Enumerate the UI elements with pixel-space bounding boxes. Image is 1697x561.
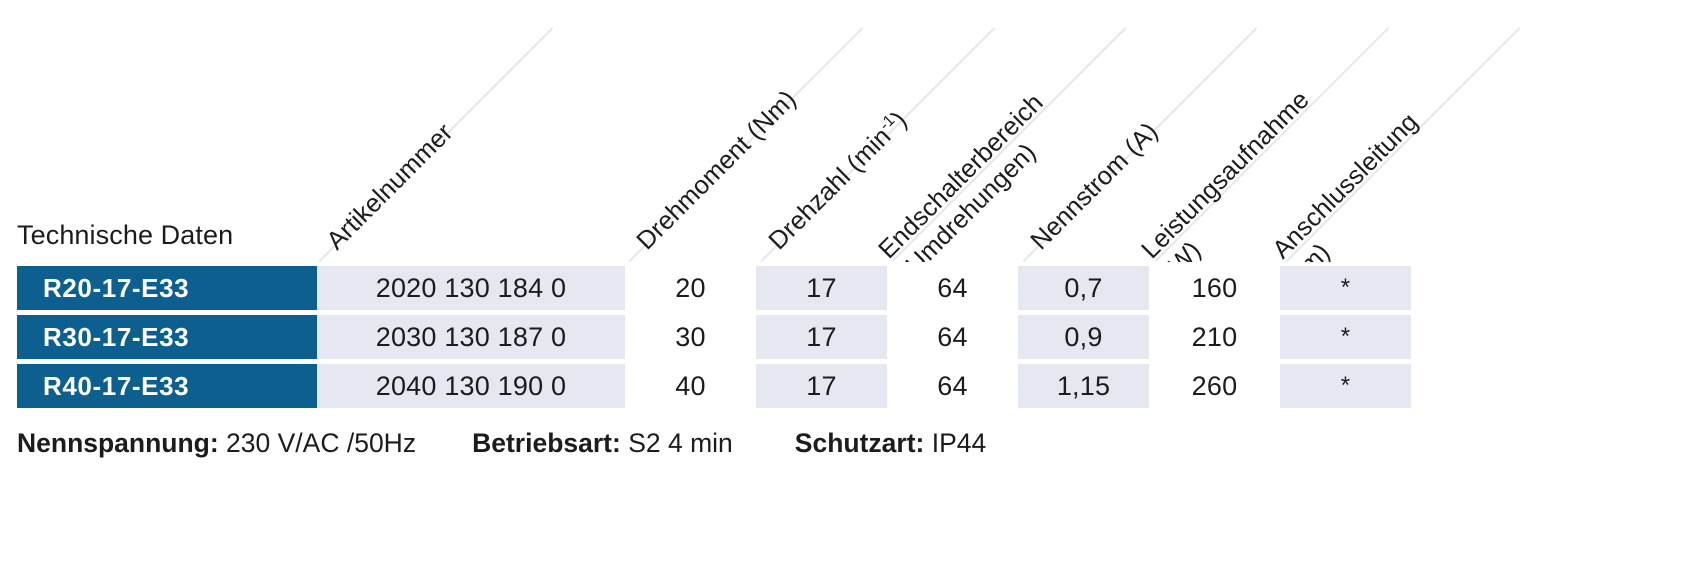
row-model-label: R20-17-E33	[17, 266, 317, 310]
spec-key: Betriebsart:	[472, 428, 621, 458]
cell-nennstrom: 0,9	[1018, 315, 1149, 359]
spec-value: 230 V/AC /50Hz	[218, 428, 417, 458]
cell-drehzahl_rpm: 17	[756, 315, 887, 359]
table-row[interactable]: R40-17-E33 2040 130 190 0 40 17 64 1,15 260 *	[17, 364, 1411, 408]
row-model-label: R30-17-E33	[17, 315, 317, 359]
cell-nennstrom: 0,7	[1018, 266, 1149, 310]
cell-nennstrom: 1,15	[1018, 364, 1149, 408]
cell-drehmoment: 40	[625, 364, 756, 408]
column-header-line1: Artikelnummer	[321, 118, 459, 256]
cell-artikelnummer: 2030 130 187 0	[317, 315, 625, 359]
cell-drehzahl_rpm: 17	[756, 266, 887, 310]
cell-drehmoment: 30	[625, 315, 756, 359]
spec-nennspannung: Nennspannung: 230 V/AC /50Hz	[17, 428, 416, 459]
cell-anschlussleitung: *	[1280, 315, 1411, 359]
cell-leistungsaufnahme: 260	[1149, 364, 1280, 408]
table-row[interactable]: R20-17-E33 2020 130 184 0 20 17 64 0,7 160 *	[17, 266, 1411, 310]
spec-value: IP44	[924, 428, 987, 458]
footer-specs: Nennspannung: 230 V/AC /50Hz Betriebsart:…	[17, 428, 986, 459]
cell-anschlussleitung: *	[1280, 266, 1411, 310]
table-row[interactable]: R30-17-E33 2030 130 187 0 30 17 64 0,9 210 *	[17, 315, 1411, 359]
cell-endschalterbereich: 64	[887, 364, 1018, 408]
cell-endschalterbereich: 64	[887, 315, 1018, 359]
rotated-column-header-band: Artikelnummer Drehmoment (Nm) Drehzahl (mi…	[0, 0, 1697, 262]
cell-leistungsaufnahme: 210	[1149, 315, 1280, 359]
cell-artikelnummer: 2040 130 190 0	[317, 364, 625, 408]
cell-drehzahl_rpm: 17	[756, 364, 887, 408]
column-header-artikelnummer: Artikelnummer	[321, 118, 459, 256]
spec-schutzart: Schutzart: IP44	[795, 428, 986, 459]
cell-drehmoment: 20	[625, 266, 756, 310]
spec-value: S2 4 min	[620, 428, 733, 458]
cell-leistungsaufnahme: 160	[1149, 266, 1280, 310]
row-model-label: R40-17-E33	[17, 364, 317, 408]
cell-anschlussleitung: *	[1280, 364, 1411, 408]
cell-artikelnummer: 2020 130 184 0	[317, 266, 625, 310]
spec-betriebsart: Betriebsart: S2 4 min	[472, 428, 733, 459]
spec-key: Schutzart:	[794, 428, 925, 458]
cell-endschalterbereich: 64	[887, 266, 1018, 310]
page-title: Technische Daten	[17, 220, 234, 250]
technical-data-table: R20-17-E33 2020 130 184 0 20 17 64 0,7 160 * R30…	[17, 266, 1411, 413]
spec-key: Nennspannung:	[17, 428, 219, 458]
superscript-exponent: -1	[876, 111, 899, 135]
